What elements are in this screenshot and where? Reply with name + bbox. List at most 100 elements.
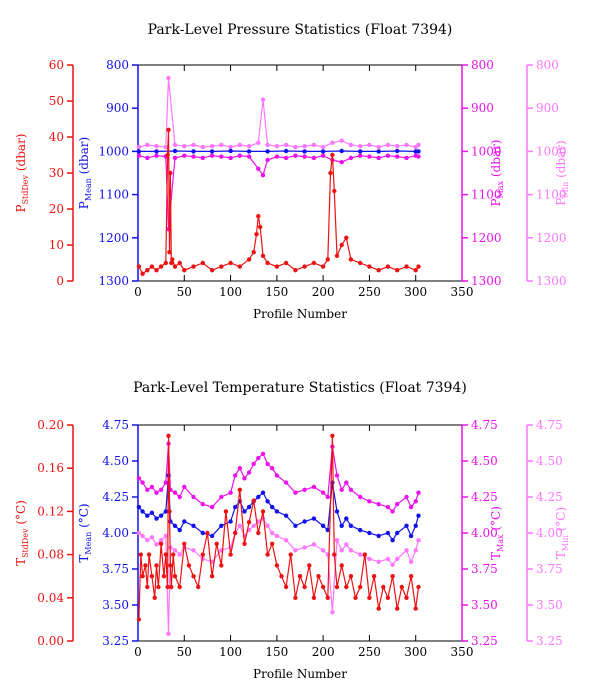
pressure-max-tick-label: 1100 <box>471 188 502 202</box>
pressure-min-point <box>302 144 307 149</box>
pressure-min-point <box>237 142 242 148</box>
temperature-stddev-point <box>330 433 335 438</box>
pressure-min-point <box>200 144 205 150</box>
pressure-min-axis-label: PMin (dbar) <box>554 140 570 205</box>
pressure-max-tick-label: 800 <box>471 58 494 72</box>
pressure-x-tick-label: 250 <box>358 285 381 299</box>
temperature-stddev-point <box>334 584 340 590</box>
temperature-mean-tick-label: 4.75 <box>102 418 129 432</box>
pressure-stddev-point <box>165 152 170 158</box>
temperature-stddev-point <box>166 433 171 438</box>
temperature-min-tick-label: 3.75 <box>536 562 563 576</box>
temperature-max-point <box>163 480 168 485</box>
temperature-x-tick-label: 100 <box>219 645 242 659</box>
pressure-mean-tick-label: 1200 <box>98 231 129 245</box>
pressure-stddev-point <box>258 224 263 230</box>
temperature-min-point <box>395 556 400 562</box>
temperature-mean-point <box>256 494 261 500</box>
temperature-min-point <box>177 552 182 557</box>
temperature-max-point <box>358 494 363 500</box>
temperature-mean-point <box>339 523 344 528</box>
temperature-mean-point <box>302 519 307 524</box>
temperature-min-point <box>416 538 421 543</box>
pressure-mean-point <box>339 148 344 154</box>
temperature-min-point <box>283 538 289 543</box>
temperature-max-point <box>172 490 178 495</box>
pressure-max-point <box>348 155 354 161</box>
temperature-mean-point <box>168 519 173 524</box>
pressure-stddev-point <box>358 260 363 266</box>
pressure-stddev-point <box>167 250 172 255</box>
temperature-mean-point <box>413 523 418 528</box>
temperature-stddev-point <box>297 574 303 579</box>
pressure-stddev-point <box>219 264 224 269</box>
temperature-chart-title: Park-Level Temperature Statistics (Float… <box>133 380 467 396</box>
temperature-min-point <box>358 552 363 557</box>
temperature-max-point <box>416 490 421 495</box>
temperature-stddev-point <box>265 552 270 557</box>
temperature-max-point <box>191 494 196 500</box>
temperature-mean-point <box>228 519 233 524</box>
pressure-stddev-point <box>158 264 164 269</box>
temperature-stddev-point <box>413 606 418 611</box>
temperature-stddev-tick-label: 0.12 <box>37 504 64 518</box>
pressure-max-point <box>367 154 372 159</box>
pressure-max-point <box>182 153 187 158</box>
temperature-stddev-point <box>168 563 173 568</box>
pressure-stddev-point <box>330 152 335 158</box>
temperature-min-point <box>330 610 335 615</box>
pressure-stddev-point <box>209 268 215 273</box>
pressure-min-tick-label: 1200 <box>536 231 567 245</box>
pressure-max-point <box>256 166 261 171</box>
pressure-min-point <box>367 142 372 148</box>
temperature-stddev-point <box>214 541 219 546</box>
pressure-min-point <box>172 142 178 148</box>
temperature-stddev-point <box>288 552 293 557</box>
temperature-stddev-point <box>169 584 174 590</box>
temperature-max-point <box>334 473 340 478</box>
temperature-max-tick-label: 3.75 <box>471 562 498 576</box>
pressure-min-point <box>136 144 142 150</box>
temperature-x-tick-label: 350 <box>451 645 474 659</box>
temperature-stddev-point <box>205 530 210 536</box>
temperature-max-point <box>200 502 205 507</box>
temperature-mean-point <box>145 513 150 518</box>
temperature-stddev-point <box>274 563 280 568</box>
temperature-mean-tick-label: 4.50 <box>102 454 129 468</box>
pressure-x-tick-label: 350 <box>451 285 474 299</box>
temperature-mean-tick-label: 4.00 <box>102 526 129 540</box>
pressure-min-point <box>404 142 409 148</box>
temperature-stddev-point <box>358 584 363 590</box>
pressure-min-point <box>145 142 150 148</box>
pressure-mean-point <box>265 149 270 154</box>
temperature-max-point <box>158 487 164 492</box>
pressure-stddev-point <box>348 257 354 262</box>
temperature-stddev-point <box>260 509 266 514</box>
pressure-stddev-point <box>293 268 298 273</box>
temperature-stddev-point <box>237 487 242 492</box>
pressure-mean-tick-label: 1100 <box>98 188 129 202</box>
temperature-max-point <box>242 476 247 481</box>
temperature-min-point <box>163 533 168 539</box>
pressure-min-point <box>339 138 344 143</box>
temperature-min-tick-label: 4.50 <box>536 454 563 468</box>
temperature-min-tick-label: 3.25 <box>536 634 563 648</box>
pressure-max-point <box>154 153 159 158</box>
temperature-max-point <box>293 490 298 495</box>
temperature-stddev-point <box>390 574 395 579</box>
pressure-stddev-point <box>149 264 155 269</box>
pressure-max-tick-label: 900 <box>471 101 494 115</box>
temperature-mean-point <box>136 504 142 510</box>
temperature-stddev-tick-label: 0.16 <box>37 461 64 475</box>
temperature-x-tick-label: 300 <box>404 645 427 659</box>
pressure-min-tick-label: 1100 <box>536 188 567 202</box>
pressure-mean-point <box>191 149 196 154</box>
pressure-stddev-point <box>166 127 171 132</box>
pressure-min-point <box>228 144 233 150</box>
pressure-min-point <box>265 142 270 148</box>
pressure-stddev-point <box>154 268 159 273</box>
temperature-stddev-point <box>270 541 275 546</box>
pressure-stddev-point <box>168 170 173 176</box>
pressure-mean-tick-label: 1300 <box>98 274 129 288</box>
temperature-mean-point <box>182 519 187 524</box>
